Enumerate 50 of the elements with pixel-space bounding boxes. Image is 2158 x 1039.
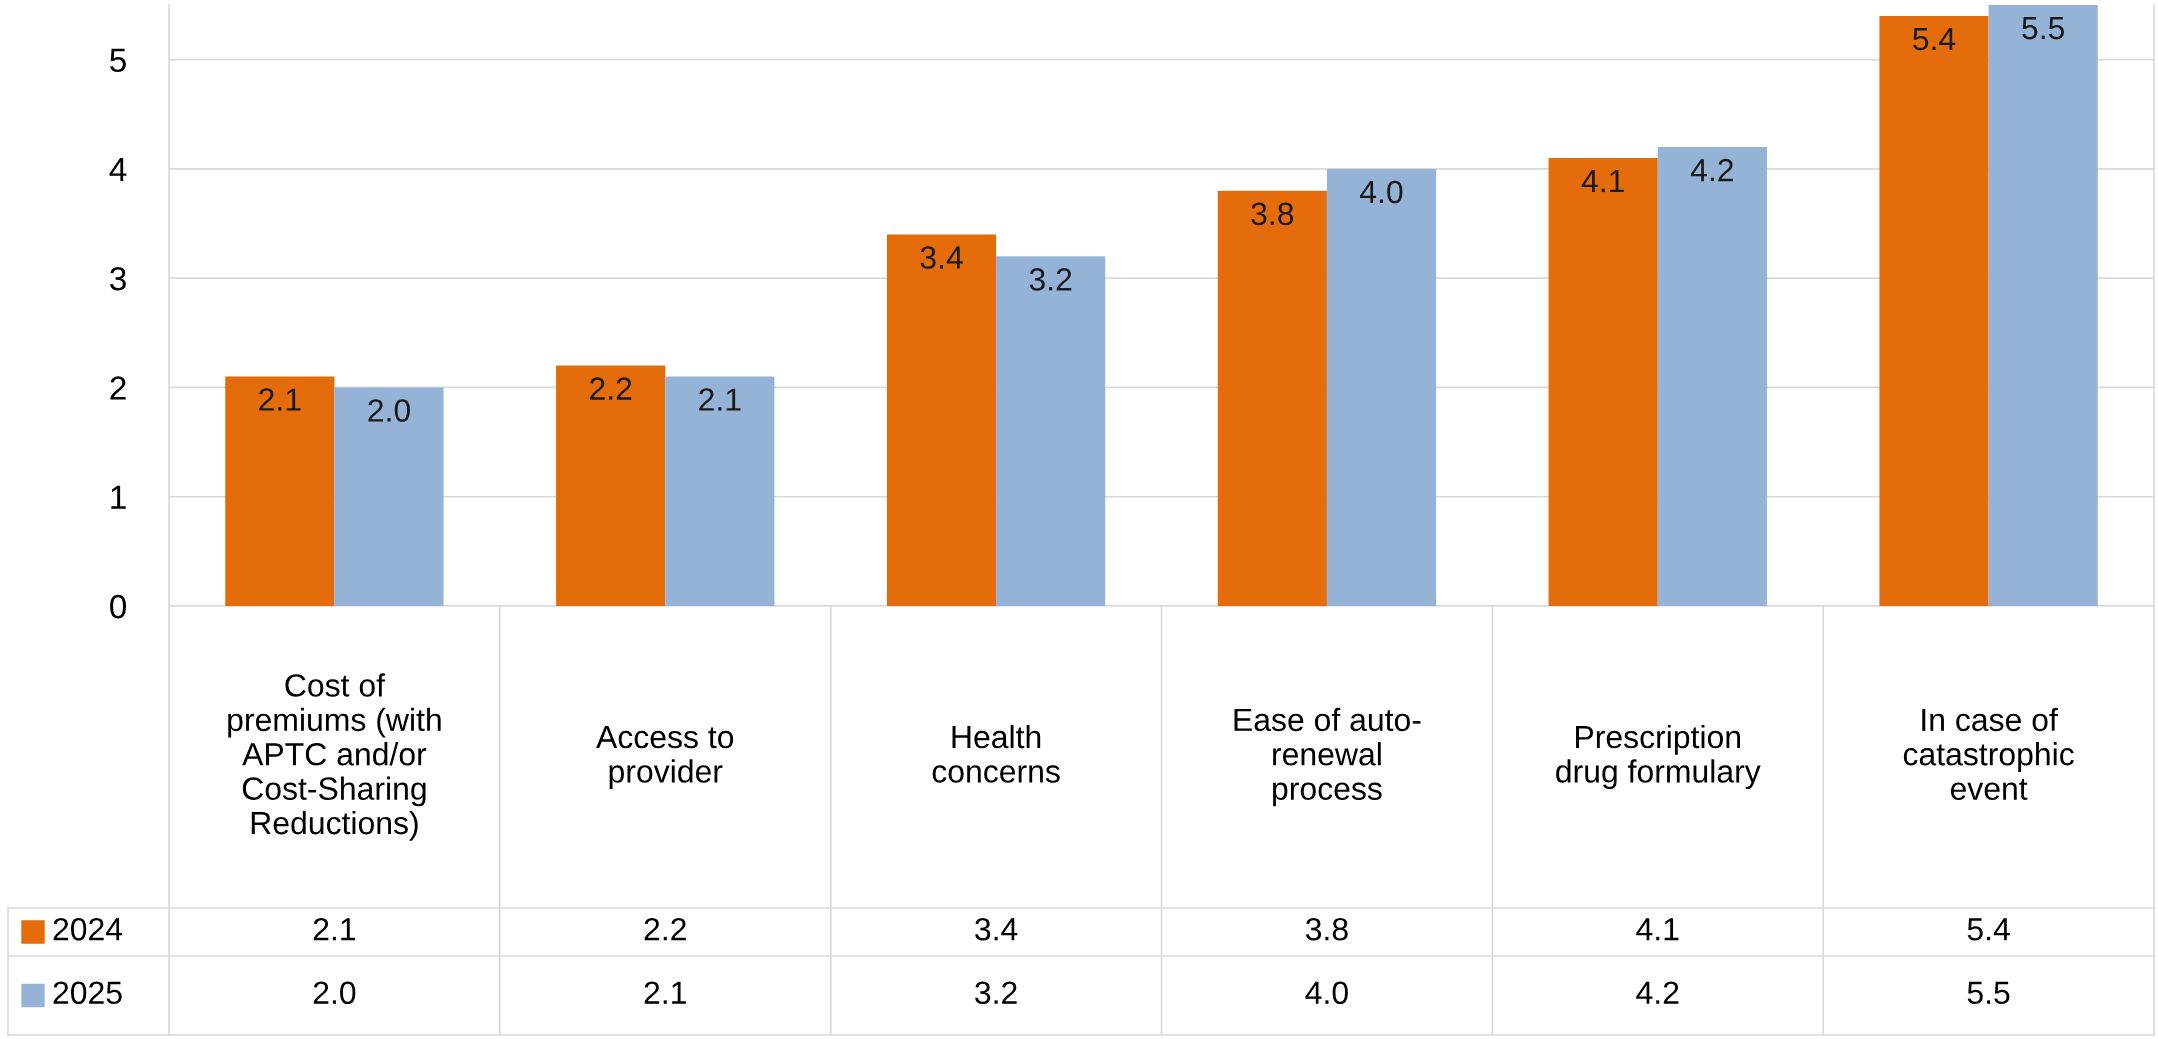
text: 5.5	[2022, 17, 2065, 40]
bar	[886, 234, 997, 606]
text: 4.2	[1690, 158, 1733, 182]
y-tick-label: 3	[110, 266, 126, 291]
text: 3.4	[920, 246, 963, 269]
text: 2.2	[590, 377, 632, 400]
x-tick-label: In case of catastrophic event	[1903, 707, 2074, 800]
y-tick-label: 0	[110, 594, 127, 619]
bar	[556, 365, 666, 606]
bar	[334, 387, 444, 606]
text: 2.0	[368, 399, 410, 422]
data-label: 2.1	[313, 917, 356, 941]
data-label: 4.2	[1636, 981, 1679, 1004]
data-label: 2.1	[644, 981, 686, 1004]
bar	[1988, 5, 2098, 606]
bar	[225, 376, 335, 606]
text: 4.1	[1581, 170, 1624, 193]
legend-label: 2025	[53, 981, 122, 1005]
y-tick-label: 4	[109, 158, 127, 181]
x-tick-label: Ease of auto- renewal process	[1234, 707, 1421, 807]
bar	[996, 256, 1106, 606]
y-tick-label: 2	[110, 376, 126, 400]
data-label: 4.1	[1636, 918, 1679, 941]
y-tick-label: 1	[111, 485, 126, 509]
data-label: 5.5	[1967, 981, 2010, 1005]
text: 2.1	[699, 388, 741, 411]
text: 5.4	[1913, 28, 1956, 51]
data-label: 2.0	[313, 981, 356, 1005]
legend-label: 2024	[53, 917, 123, 941]
data-label: 3.4	[975, 917, 1018, 941]
bar	[1657, 147, 1767, 606]
text: 3.8	[1251, 202, 1294, 226]
data-label: 3.2	[975, 981, 1017, 1005]
x-tick-label: Health concerns	[932, 724, 1060, 783]
bar	[1879, 15, 1989, 606]
text: 4.0	[1360, 180, 1403, 204]
data-label: 2.2	[644, 917, 686, 941]
x-tick-label: Prescription drug formulary	[1556, 724, 1761, 790]
bar	[1326, 168, 1437, 606]
text: 3.2	[1029, 268, 1072, 291]
data-label: 4.0	[1305, 981, 1348, 1005]
x-tick-label: Cost of premiums (with APTC and/or Cost-Sharing Reductions)	[228, 673, 441, 841]
data-label: 5.4	[1967, 918, 2010, 941]
bar	[1548, 157, 1658, 606]
x-tick-label: Access to provider	[596, 726, 734, 790]
y-tick-label: 5	[110, 48, 126, 73]
bar	[665, 376, 775, 606]
data-label: 3.8	[1305, 917, 1348, 941]
bar	[1217, 190, 1327, 606]
text: 2.1	[259, 388, 301, 411]
